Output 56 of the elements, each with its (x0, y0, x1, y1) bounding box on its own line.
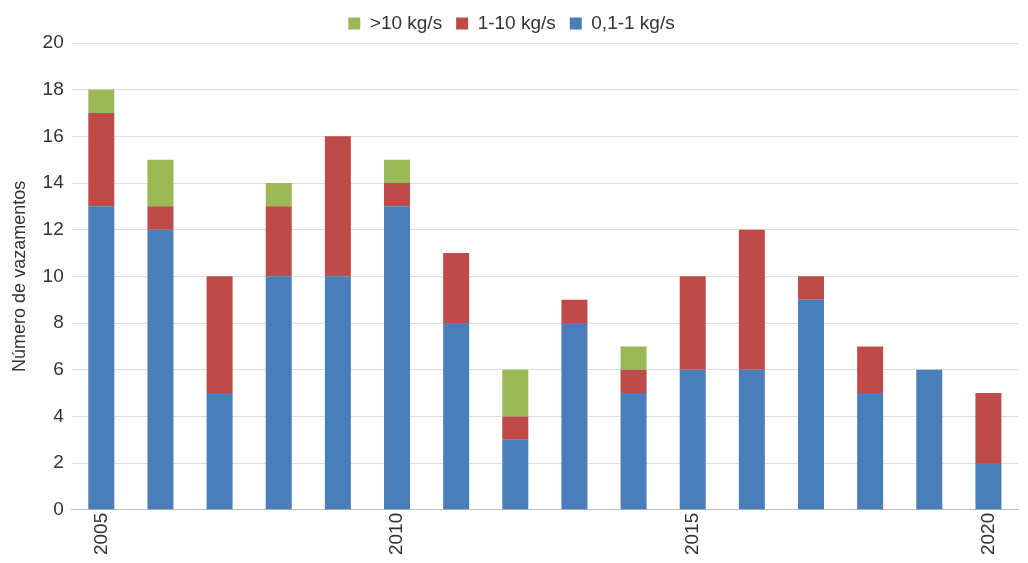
bar (88, 206, 115, 510)
x-tick-label: 2015 (680, 512, 702, 556)
bar (620, 346, 647, 370)
bar (265, 206, 292, 277)
bar (561, 299, 588, 324)
y-tick-label: 8 (53, 311, 64, 333)
bar (975, 393, 1002, 464)
bar (857, 393, 884, 510)
bar (620, 369, 647, 394)
bar (443, 323, 470, 510)
bar (738, 229, 765, 370)
bar (88, 89, 115, 114)
y-tick-label: 2 (53, 451, 64, 473)
bar (88, 113, 115, 207)
y-tick-label: 16 (42, 124, 64, 146)
bar (147, 206, 174, 230)
y-tick-label: 0 (53, 497, 64, 519)
bar (324, 276, 351, 510)
y-tick-label: 18 (42, 77, 64, 99)
legend-label: 0,1-1 kg/s (591, 11, 675, 33)
y-tick-label: 6 (53, 357, 64, 379)
bar (324, 136, 351, 277)
legend-label: >10 kg/s (369, 11, 443, 33)
bar (797, 276, 825, 300)
x-tick-label: 2020 (976, 512, 998, 556)
y-tick-label: 14 (42, 171, 65, 193)
bar (502, 416, 529, 440)
bar (620, 393, 647, 510)
y-tick-label: 20 (42, 31, 64, 53)
bar (384, 206, 411, 510)
legend-label: 1-10 kg/s (477, 11, 556, 33)
bar (206, 276, 233, 394)
bar (384, 183, 411, 207)
bar (502, 369, 529, 417)
y-tick-label: 4 (53, 404, 65, 426)
bar (679, 369, 706, 510)
bar (265, 276, 292, 510)
bar (206, 393, 233, 510)
y-axis-title: Número de vazamentos (8, 180, 29, 372)
bar (916, 369, 943, 510)
bar (561, 323, 588, 510)
bar (147, 229, 174, 510)
x-tick-label: 2010 (385, 512, 407, 556)
x-tick-label: 2005 (89, 512, 111, 556)
bar (975, 463, 1002, 510)
bar (147, 159, 174, 207)
bar (797, 299, 825, 510)
y-tick-label: 12 (42, 217, 64, 239)
y-tick-label: 10 (42, 264, 64, 286)
bar (679, 276, 706, 370)
bar (384, 159, 411, 184)
bar (738, 369, 765, 510)
bar (502, 439, 529, 510)
bar (443, 253, 470, 324)
bar (265, 183, 292, 207)
bar (857, 346, 884, 394)
